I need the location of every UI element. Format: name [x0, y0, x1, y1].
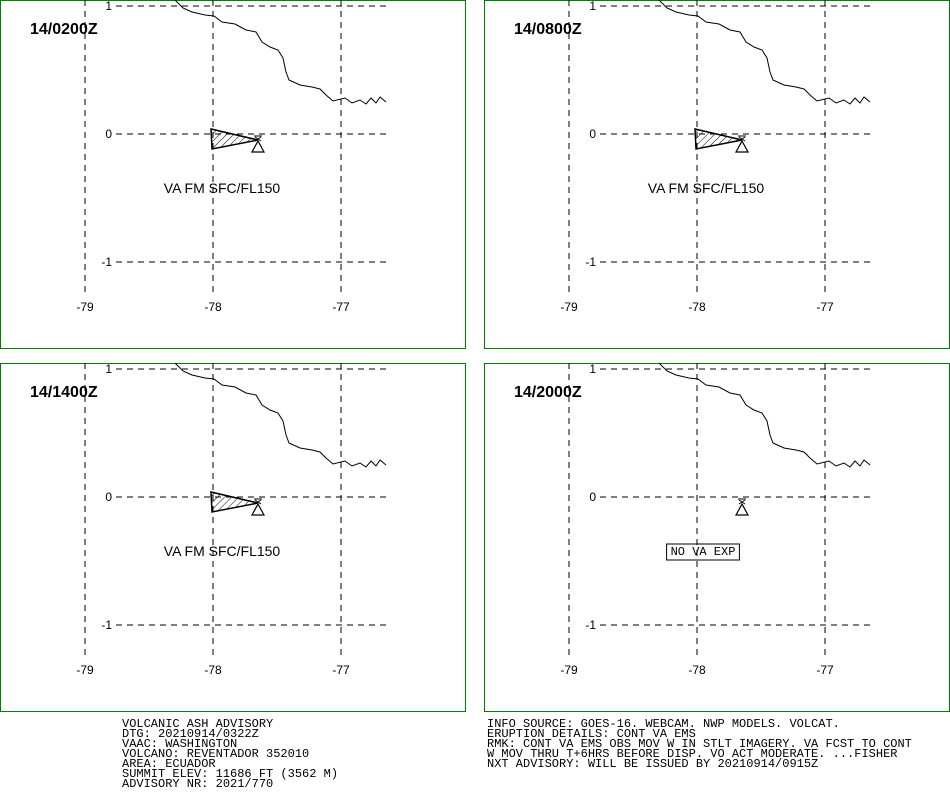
ash-label: VA FM SFC/FL150 — [648, 180, 765, 196]
volcano-plume — [254, 498, 262, 505]
ash-label: NO VA EXP — [671, 545, 736, 559]
lon-tick-label: -79 — [76, 300, 94, 314]
coastline — [658, 0, 871, 105]
map-panel: -79 -78 -77 1 0 -1 14/1400Z VA FM SFC/FL150 — [0, 362, 466, 712]
lat-tick-label: 0 — [105, 127, 112, 141]
ash-cloud — [210, 491, 259, 513]
lat-tick-label: -1 — [101, 255, 112, 269]
advisory-line: SUMMIT ELEV: 11686 FT (3562 M) — [122, 767, 338, 781]
lon-tick-label: -77 — [332, 663, 350, 677]
coastline — [658, 362, 871, 468]
advisory-line: VOLCANIC ASH ADVISORY — [122, 717, 273, 731]
volcano-plume — [738, 498, 746, 505]
lon-tick-label: -79 — [560, 663, 578, 677]
panel-time: 14/2000Z — [514, 384, 582, 401]
advisory-line: VOLCANO: REVENTADOR 352010 — [122, 747, 309, 761]
lon-tick-label: -79 — [560, 300, 578, 314]
lat-tick-label: -1 — [585, 255, 596, 269]
volcano-symbol — [250, 502, 266, 516]
lat-tick-label: 0 — [589, 490, 596, 504]
volcano-symbol — [250, 139, 266, 153]
panel-border — [484, 363, 950, 712]
ash-label: VA FM SFC/FL150 — [164, 543, 281, 559]
ash-cloud — [210, 128, 259, 150]
map-panel: -79 -78 -77 1 0 -1 14/2000Z NO VA EXP — [484, 362, 950, 712]
coastline — [174, 362, 387, 468]
volcano-symbol — [734, 139, 750, 153]
lat-tick-label: 0 — [589, 127, 596, 141]
advisory-line: W MOV THRU T+6HRS BEFORE DISP. VO ACT MO… — [487, 747, 897, 761]
panel-time: 14/0800Z — [514, 21, 582, 38]
ash-cloud — [694, 128, 743, 150]
label-box — [666, 543, 740, 561]
lat-tick-label: 1 — [589, 362, 596, 376]
advisory-line: DTG: 20210914/0322Z — [122, 727, 259, 741]
volcano-plume — [738, 135, 746, 142]
lat-tick-label: 1 — [589, 0, 596, 13]
advisory-line: NXT ADVISORY: WILL BE ISSUED BY 20210914… — [487, 757, 818, 771]
lon-tick-label: -78 — [688, 663, 706, 677]
panel-time: 14/1400Z — [30, 384, 98, 401]
advisory-line: RMK: CONT VA EMS OBS MOV W IN STLT IMAGE… — [487, 737, 912, 751]
lon-tick-label: -79 — [76, 663, 94, 677]
lon-tick-label: -77 — [332, 300, 350, 314]
lon-tick-label: -78 — [204, 663, 222, 677]
volcano-plume — [254, 135, 262, 142]
advisory-line: AREA: ECUADOR — [122, 757, 216, 771]
advisory-line: ADVISORY NR: 2021/770 — [122, 777, 273, 791]
advisory-line: INFO SOURCE: GOES-16. WEBCAM. NWP MODELS… — [487, 717, 840, 731]
volcano-symbol — [734, 502, 750, 516]
lat-tick-label: -1 — [585, 618, 596, 632]
advisory-line: ERUPTION DETAILS: CONT VA EMS — [487, 727, 696, 741]
panel-border — [0, 363, 466, 712]
map-panel: -79 -78 -77 1 0 -1 14/0200Z VA FM SFC/FL150 — [0, 0, 466, 349]
panel-border — [484, 0, 950, 349]
ash-label: VA FM SFC/FL150 — [164, 180, 281, 196]
lat-tick-label: 0 — [105, 490, 112, 504]
lat-tick-label: 1 — [105, 0, 112, 13]
lon-tick-label: -77 — [816, 663, 834, 677]
lon-tick-label: -77 — [816, 300, 834, 314]
panel-border — [0, 0, 466, 349]
map-panel: -79 -78 -77 1 0 -1 14/0800Z VA FM SFC/FL150 — [484, 0, 950, 349]
lat-tick-label: -1 — [101, 618, 112, 632]
advisory-line: VAAC: WASHINGTON — [122, 737, 237, 751]
panel-time: 14/0200Z — [30, 21, 98, 38]
lon-tick-label: -78 — [688, 300, 706, 314]
lat-tick-label: 1 — [105, 362, 112, 376]
lon-tick-label: -78 — [204, 300, 222, 314]
coastline — [174, 0, 387, 105]
